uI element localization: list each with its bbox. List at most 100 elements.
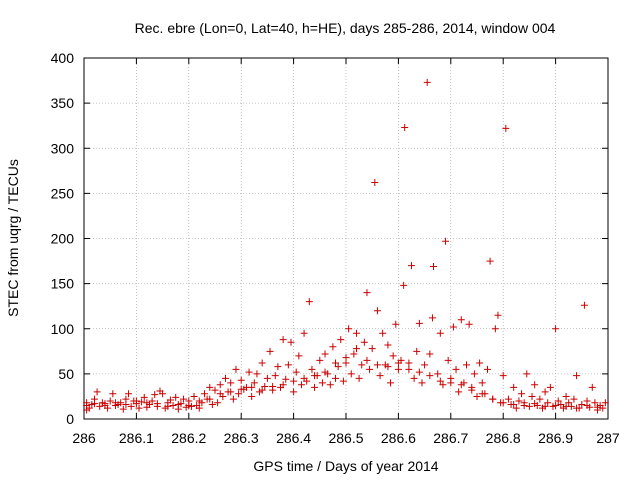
data-point — [536, 395, 544, 403]
data-point — [465, 320, 473, 328]
data-point — [274, 363, 282, 371]
data-point — [510, 401, 518, 409]
data-point — [401, 123, 409, 131]
data-point — [195, 397, 203, 405]
data-point — [486, 257, 494, 265]
data-point — [282, 375, 290, 383]
data-point — [269, 383, 277, 391]
data-points — [83, 78, 609, 414]
data-point — [504, 395, 512, 403]
data-point — [216, 381, 224, 389]
data-point — [125, 390, 133, 398]
data-point — [106, 397, 114, 405]
data-point — [352, 329, 360, 337]
data-point — [300, 329, 308, 337]
x-tick-label: 286.6 — [381, 430, 416, 446]
data-point — [366, 365, 374, 373]
data-point — [452, 365, 460, 373]
chart-title: Rec. ebre (Lon=0, Lat=40, h=HE), days 28… — [135, 20, 556, 36]
data-point — [434, 370, 442, 378]
data-point — [528, 392, 536, 400]
data-point — [263, 374, 271, 382]
data-point — [138, 398, 146, 406]
y-tick-label: 250 — [51, 185, 75, 201]
data-point — [491, 325, 499, 333]
data-point — [311, 372, 319, 380]
data-point — [541, 402, 549, 410]
data-point — [405, 365, 413, 373]
data-point — [594, 403, 602, 411]
data-point — [387, 379, 395, 387]
data-point — [355, 374, 363, 382]
x-tick-label: 286.5 — [328, 430, 363, 446]
data-point — [334, 363, 342, 371]
data-point — [250, 379, 258, 387]
data-point — [135, 404, 143, 412]
data-point — [418, 379, 426, 387]
data-point — [523, 370, 531, 378]
data-point — [599, 404, 607, 412]
data-point — [332, 374, 340, 382]
data-point — [565, 399, 573, 407]
data-point — [502, 124, 510, 132]
data-point — [172, 393, 180, 401]
y-tick-label: 400 — [51, 50, 75, 66]
data-point — [470, 370, 478, 378]
x-tick-label: 286 — [72, 430, 96, 446]
data-point — [408, 262, 415, 270]
data-point — [405, 359, 413, 367]
data-point — [318, 379, 326, 387]
data-point — [515, 397, 523, 405]
data-point — [214, 399, 222, 407]
x-tick-label: 286.2 — [171, 430, 206, 446]
data-point — [329, 343, 337, 351]
data-point — [510, 383, 518, 391]
data-point — [148, 397, 156, 405]
data-point — [562, 392, 570, 400]
data-point — [573, 404, 581, 412]
data-point — [169, 401, 177, 409]
data-point — [562, 402, 570, 410]
data-point — [253, 370, 261, 378]
data-point — [541, 388, 549, 396]
x-tick-label: 286.7 — [433, 430, 468, 446]
data-point — [122, 401, 130, 409]
data-point — [476, 359, 484, 367]
data-point — [384, 363, 392, 371]
data-point — [337, 336, 345, 344]
data-point — [96, 402, 104, 410]
data-point — [423, 78, 431, 86]
data-point — [384, 341, 392, 349]
data-point — [151, 391, 159, 399]
data-point — [326, 381, 334, 389]
data-point — [363, 356, 371, 364]
data-point — [227, 379, 235, 387]
data-point — [295, 352, 303, 360]
data-point — [389, 352, 397, 360]
data-point — [206, 383, 214, 391]
data-point — [552, 401, 560, 409]
data-point — [518, 390, 526, 398]
data-point — [544, 399, 552, 407]
data-point — [339, 377, 347, 385]
data-point — [463, 361, 471, 369]
data-point — [376, 372, 384, 380]
data-point — [468, 386, 476, 394]
data-point — [287, 338, 295, 346]
data-point — [221, 374, 229, 382]
data-point — [140, 393, 148, 401]
data-point — [352, 345, 360, 353]
data-point — [305, 298, 313, 306]
data-point — [290, 377, 298, 385]
data-point — [321, 350, 329, 358]
data-point — [426, 350, 434, 358]
data-point — [235, 390, 243, 398]
data-point — [428, 314, 436, 322]
data-point — [159, 390, 167, 398]
data-point — [166, 396, 174, 404]
data-point — [442, 237, 450, 245]
data-point — [591, 399, 599, 407]
x-tick-label: 286.1 — [119, 430, 154, 446]
x-tick-label: 286.4 — [276, 430, 311, 446]
